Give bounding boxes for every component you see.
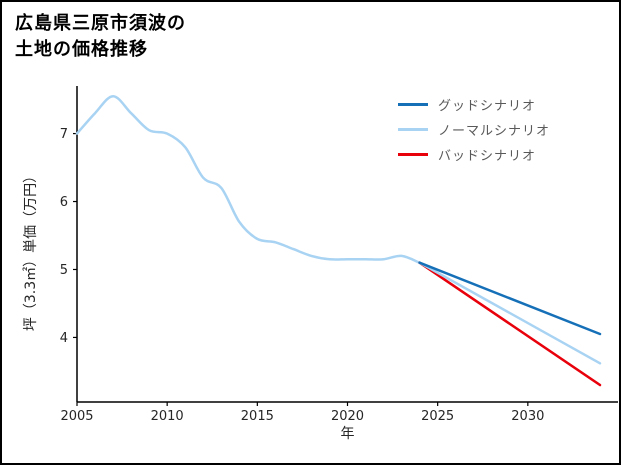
series-line-normal-scenario <box>418 261 602 365</box>
series-line-historical <box>75 94 421 264</box>
series-line-good-scenario <box>418 261 602 336</box>
y-tick-label: 6 <box>60 195 68 210</box>
legend-label: バッドシナリオ <box>438 149 537 164</box>
y-tick-label: 5 <box>60 263 68 278</box>
y-axis-label: 坪（3.3㎡）単価（万円） <box>23 168 39 332</box>
x-tick-label: 2005 <box>60 409 93 424</box>
legend-line-swatch <box>398 103 428 106</box>
legend-item: グッドシナリオ <box>398 92 550 117</box>
chart-title: 広島県三原市須波の 土地の価格推移 <box>15 11 186 63</box>
legend-line-swatch <box>398 128 428 131</box>
legend-line-swatch <box>398 153 428 156</box>
x-tick-label: 2020 <box>331 409 364 424</box>
y-tick-label: 4 <box>60 331 68 346</box>
x-tick-label: 2030 <box>511 409 544 424</box>
legend: グッドシナリオ ノーマルシナリオ バッドシナリオ <box>398 92 550 167</box>
series-line-bad-scenario <box>418 261 602 387</box>
x-tick-label: 2010 <box>151 409 184 424</box>
legend-item: ノーマルシナリオ <box>398 117 550 142</box>
x-axis-label: 年 <box>340 426 355 442</box>
x-tick-label: 2025 <box>421 409 454 424</box>
y-tick-label: 7 <box>60 127 68 142</box>
legend-item: バッドシナリオ <box>398 142 550 167</box>
chart-title-line2: 土地の価格推移 <box>15 39 148 60</box>
x-tick-label: 2015 <box>241 409 274 424</box>
legend-label: ノーマルシナリオ <box>438 124 551 139</box>
legend-label: グッドシナリオ <box>438 99 537 114</box>
chart-title-line1: 広島県三原市須波の <box>15 13 186 34</box>
